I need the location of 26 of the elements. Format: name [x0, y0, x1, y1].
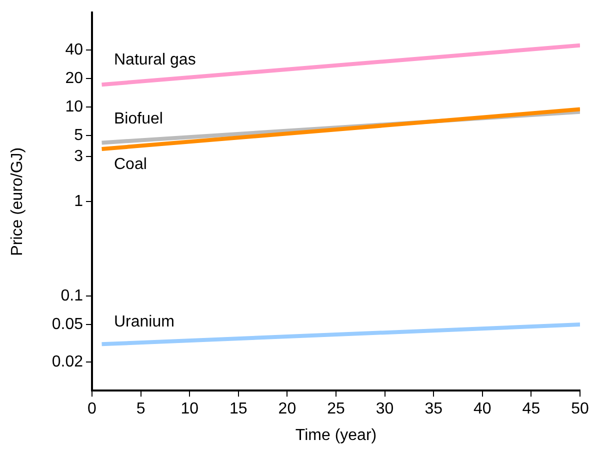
y-tick-label: 5	[74, 126, 84, 144]
x-tick-label: 25	[327, 400, 345, 418]
y-tick-label: 1	[74, 193, 84, 210]
x-tick-label: 35	[424, 400, 443, 418]
series-label: Coal	[114, 156, 147, 174]
x-tick-label: 30	[376, 400, 394, 418]
x-tick-label: 15	[230, 400, 248, 418]
y-tick-label: 0.1	[60, 288, 84, 305]
x-tick-label: 50	[571, 400, 589, 418]
x-tick-label: 20	[278, 400, 296, 418]
y-axis-title: Price (euro/GJ)	[9, 147, 26, 256]
y-tick-label: 0.02	[52, 354, 84, 371]
x-tick-label: 5	[136, 400, 146, 418]
x-tick-label: 0	[88, 400, 97, 418]
x-tick-label: 40	[474, 400, 492, 418]
y-tick-label: 10	[65, 98, 84, 116]
y-tick-label: 40	[65, 42, 84, 59]
series-label: Natural gas	[114, 52, 196, 69]
series-label: Biofuel	[114, 110, 163, 128]
y-tick-label: 20	[65, 70, 84, 88]
x-axis-title: Time (year)	[295, 426, 377, 444]
x-tick-label: 10	[180, 400, 199, 418]
y-tick-label: 0.05	[52, 316, 84, 333]
series-label: Uranium	[114, 313, 174, 330]
y-tick-label: 3	[74, 148, 84, 165]
x-tick-label: 45	[522, 400, 540, 418]
